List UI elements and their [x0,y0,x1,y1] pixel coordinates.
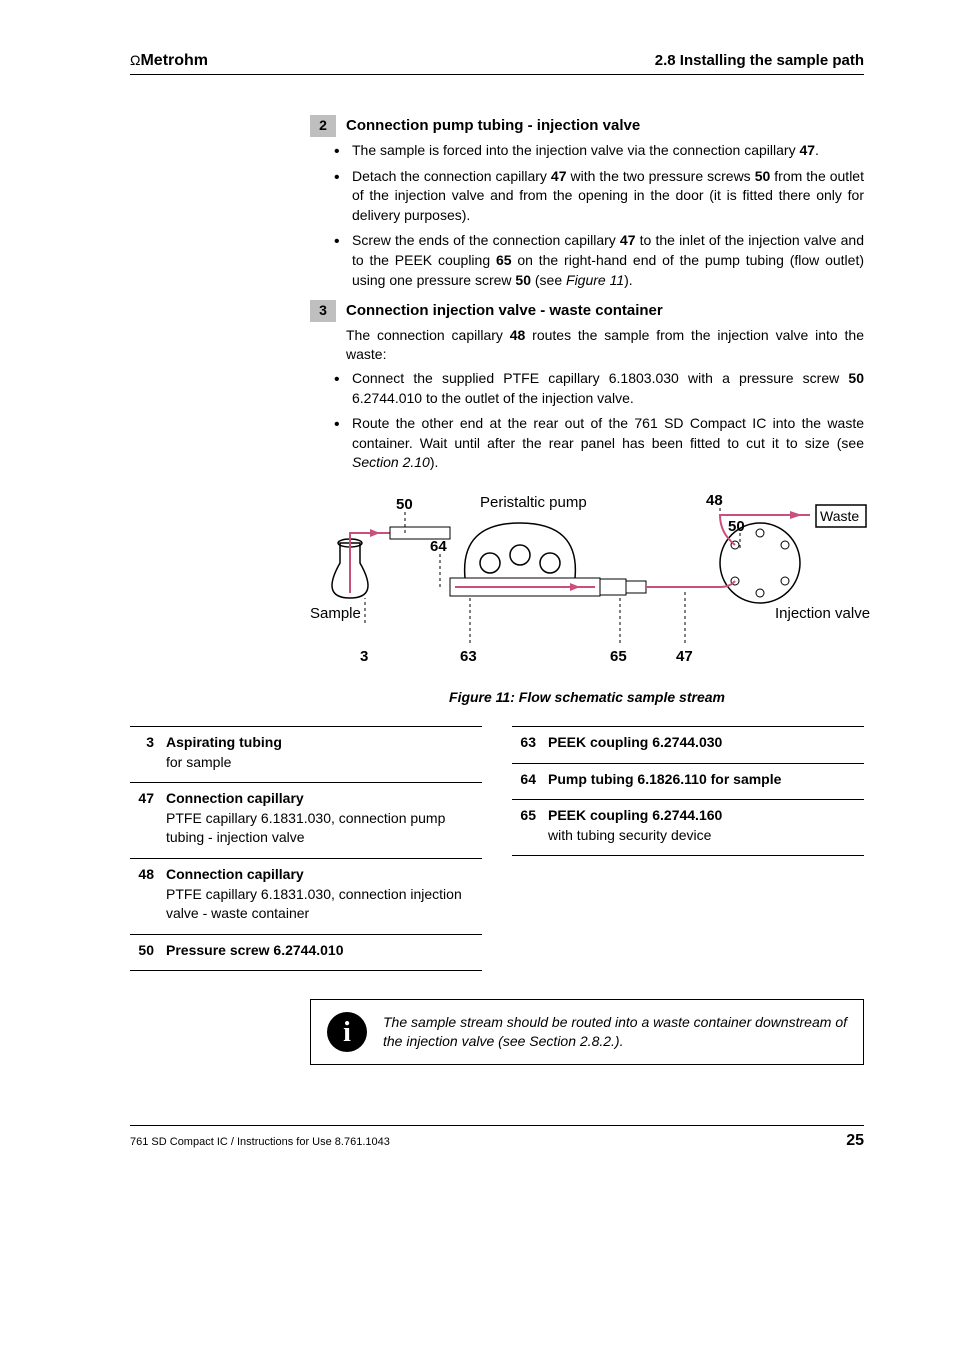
legend-item: 63 PEEK coupling 6.2744.030 [512,726,864,763]
section-title: 2.8 Installing the sample path [655,50,864,71]
lbl-sample: Sample [310,605,361,622]
legend-left: 3 Aspirating tubingfor sample 47 Connect… [130,726,482,971]
list-item: Detach the connection capillary 47 with … [330,167,864,226]
step-3-title: Connection injection valve - waste conta… [346,300,663,321]
lbl-waste: Waste [820,508,859,524]
lbl-50a: 50 [396,496,413,513]
step-3: 3 Connection injection valve - waste con… [310,300,864,473]
lbl-47: 47 [676,648,693,665]
lbl-50b: 50 [728,518,745,535]
lbl-peristaltic: Peristaltic pump [480,494,587,511]
info-note: i The sample stream should be routed int… [310,999,864,1065]
legend-item: 65 PEEK coupling 6.2744.160with tubing s… [512,799,864,855]
legend-right: 63 PEEK coupling 6.2744.030 64 Pump tubi… [512,726,864,856]
step-2: 2 Connection pump tubing - injection val… [310,115,864,290]
list-item: Route the other end at the rear out of t… [330,414,864,473]
lbl-63: 63 [460,648,477,665]
list-item: The sample is forced into the injection … [330,141,864,161]
legend-item: 47 Connection capillaryPTFE capillary 6.… [130,782,482,858]
figure-11: Peristaltic pump Sample Injection valve … [310,493,864,679]
brand-name: Metrohm [140,52,208,69]
lbl-injvalve: Injection valve [775,605,870,622]
info-icon: i [327,1012,367,1052]
step-2-title: Connection pump tubing - injection valve [346,115,640,136]
step-2-bullets: The sample is forced into the injection … [330,141,864,290]
brand-logo: ΩMetrohm [130,50,208,72]
lbl-65: 65 [610,648,627,665]
legend-item: 64 Pump tubing 6.1826.110 for sample [512,763,864,800]
list-item: Connect the supplied PTFE capillary 6.18… [330,369,864,408]
lbl-3: 3 [360,648,368,665]
flow-schematic-svg: Peristaltic pump Sample Injection valve … [310,493,870,673]
page-footer: 761 SD Compact IC / Instructions for Use… [130,1125,864,1152]
legend: 3 Aspirating tubingfor sample 47 Connect… [130,726,864,971]
lbl-64: 64 [430,538,447,555]
step-2-number: 2 [310,115,336,137]
legend-item: 3 Aspirating tubingfor sample [130,726,482,782]
lbl-48: 48 [706,493,723,509]
info-text: The sample stream should be routed into … [383,1013,847,1052]
step-3-bullets: Connect the supplied PTFE capillary 6.18… [330,369,864,473]
legend-item: 48 Connection capillaryPTFE capillary 6.… [130,858,482,934]
footer-page: 25 [846,1130,864,1152]
page-header: ΩMetrohm 2.8 Installing the sample path [130,50,864,75]
brand-prefix: Ω [130,52,140,68]
step-3-number: 3 [310,300,336,322]
step-3-intro: The connection capillary 48 routes the s… [346,326,864,365]
legend-item: 50 Pressure screw 6.2744.010 [130,934,482,971]
figure-11-caption: Figure 11: Flow schematic sample stream [310,688,864,708]
list-item: Screw the ends of the connection capilla… [330,231,864,290]
footer-doc: 761 SD Compact IC / Instructions for Use… [130,1135,390,1150]
